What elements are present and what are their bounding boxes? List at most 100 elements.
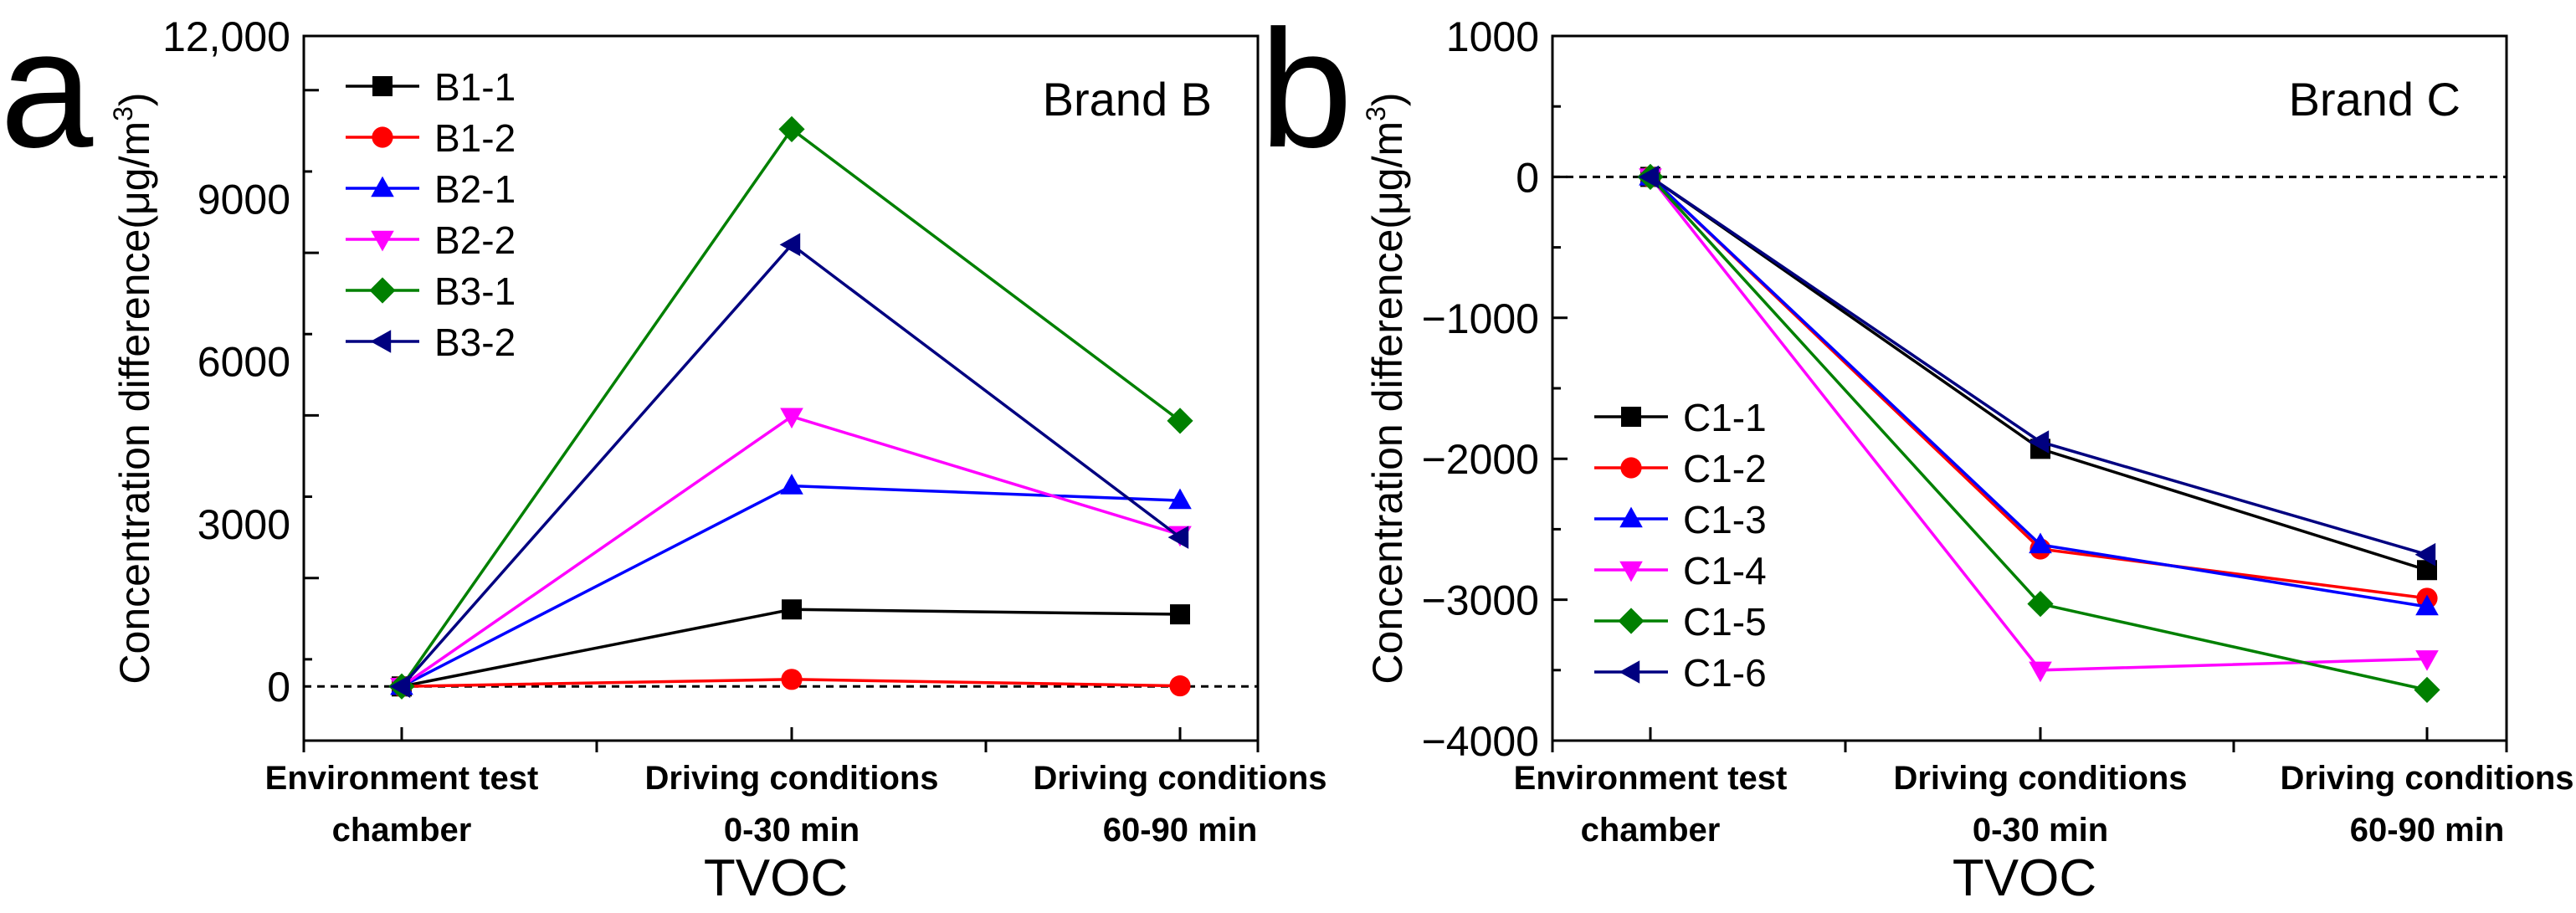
panel-b-data-point-C1-6	[1638, 165, 1660, 189]
panel-b-title: Brand C	[2289, 73, 2461, 126]
panel-a-data-point-B2-1	[780, 474, 803, 495]
panel-b-label: b	[1260, 0, 1352, 182]
panel-b-y-tick-label: −3000	[1422, 577, 1539, 624]
panel-a-legend-marker	[372, 76, 393, 96]
panel-b-legend-item-C1-4: C1-4	[1594, 549, 1767, 592]
panel-a-y-tick-label: 3000	[198, 501, 290, 548]
panel-b-legend-item-C1-2: C1-2	[1594, 447, 1767, 490]
panel-a-series-B2-1	[390, 474, 1192, 695]
panel-a-data-point-B3-2	[779, 233, 801, 257]
panel-a-series-B3-2	[389, 233, 1189, 699]
panel-a-y-axis-label-close: )	[111, 92, 158, 106]
panel-a-x-category-label: Driving conditions	[1033, 760, 1326, 797]
panel-b-legend-marker	[1620, 457, 1642, 479]
panel-b-legend-marker	[1619, 506, 1643, 528]
panel-b-y-tick-label: 1000	[1446, 13, 1539, 60]
panel-b-data-point-C1-3	[2415, 594, 2439, 616]
panel-b-y-tick-label: −4000	[1422, 718, 1539, 765]
panel-b-data-point-C1-4	[2415, 650, 2439, 671]
panel-b-legend-item-C1-6: C1-6	[1594, 651, 1767, 695]
panel-b-legend-label: C1-5	[1683, 600, 1767, 644]
panel-a-y-tick-label: 6000	[198, 339, 290, 386]
panel-b-brand-c-chart: b 1000 0 −1000 −2000 −3000 −4000 Environment …	[1260, 0, 2574, 907]
panel-b-legend-label: C1-1	[1683, 396, 1767, 439]
panel-b-y-axis-label-unit: (μg/m	[1364, 121, 1411, 229]
panel-b-y-tick-label: 0	[1516, 154, 1539, 201]
panel-a-legend-item-B1-1: B1-1	[346, 65, 516, 109]
panel-a-y-max-tick-label: 12,000	[162, 13, 290, 60]
panel-a-series-B1-2	[391, 669, 1191, 697]
panel-b-x-category-label: 60-90 min	[2350, 812, 2505, 849]
panel-a-y-tick-label: 9000	[198, 176, 290, 223]
panel-b-legend-marker	[1619, 561, 1643, 582]
panel-b-x-category-label: chamber	[1581, 812, 1721, 849]
panel-a-title: Brand B	[1043, 73, 1212, 126]
panel-a-data-point-B3-1	[778, 115, 805, 143]
panel-a-x-category-label: Driving conditions	[644, 760, 938, 797]
panel-a-series-line-B2-2	[401, 414, 1181, 688]
panel-b-series-C1-3	[1639, 165, 2439, 616]
panel-b-series-line-C1-1	[1649, 175, 2428, 572]
panel-a-x-category-label: chamber	[332, 812, 472, 849]
panel-b-y-tick-label: −1000	[1422, 295, 1539, 342]
panel-b-legend-item-C1-5: C1-5	[1594, 600, 1767, 644]
panel-a-legend-label: B3-2	[434, 321, 516, 364]
panel-a-legend-label: B2-1	[434, 167, 516, 211]
panel-a-y-axis-label: Concentration difference(μg/m3)	[108, 92, 158, 684]
panel-a-data-point-B3-1	[1167, 408, 1193, 434]
panel-a-legend-marker	[372, 126, 393, 148]
panel-a-plot-frame	[302, 34, 1260, 742]
panel-a-x-category-label: Environment test	[265, 760, 539, 797]
panel-b-legend-item-C1-1: C1-1	[1594, 396, 1767, 439]
panel-a-legend-label: B3-1	[434, 269, 516, 313]
panel-a-brand-b-chart: a 0 3000 6000 9000 12,000 Environment test ch…	[0, 0, 1327, 907]
panel-a-data-point-B1-2	[781, 669, 803, 690]
panel-a-data-point-B2-1	[1168, 488, 1192, 510]
panel-a-series-B2-2	[390, 408, 1192, 699]
panel-b-y-axis-label: Concentration difference(μg/m3)	[1361, 92, 1411, 684]
panel-a-legend-marker	[369, 277, 396, 304]
panel-b-x-category-label: Environment test	[1514, 760, 1788, 797]
panel-b-x-category-label: 0-30 min	[1973, 812, 2108, 849]
panel-a-y-axis-label-unit: (μg/m	[111, 121, 158, 229]
panel-b-x-category-label: Driving conditions	[1893, 760, 2187, 797]
panel-b-legend: C1-1 C1-2 C1-3 C1-4 C1-5 C1-6	[1594, 396, 1767, 695]
panel-a-x-category-label: 60-90 min	[1103, 812, 1258, 849]
panel-a-legend-label: B2-2	[434, 218, 516, 262]
panel-b-legend-label: C1-4	[1683, 549, 1767, 592]
panel-b-legend-label: C1-3	[1683, 498, 1767, 541]
panel-b-legend-label: C1-2	[1683, 447, 1767, 490]
panel-b-data-point-C1-6	[2414, 542, 2436, 567]
panel-a-label: a	[0, 0, 94, 182]
panel-b-data-point-C1-4	[2029, 661, 2052, 683]
panel-a-legend-label: B1-2	[434, 116, 516, 160]
panel-a-data-point-B3-2	[389, 674, 411, 699]
panel-a-y-axis-label-sup: 3	[108, 106, 138, 121]
panel-b-legend-marker	[1618, 608, 1645, 634]
panel-a-series-line-B3-2	[400, 242, 1182, 688]
panel-a-series-line-B2-1	[401, 484, 1181, 688]
panel-b-legend-marker	[1621, 407, 1641, 427]
panel-a-legend-item-B2-2: B2-2	[346, 218, 516, 262]
panel-a-data-point-B1-2	[1169, 674, 1191, 697]
panel-a-legend-item-B1-2: B1-2	[346, 116, 516, 160]
panel-a-legend-marker	[371, 176, 394, 197]
panel-a-x-axis-label: TVOC	[704, 849, 848, 907]
panel-a-x-category-label: 0-30 min	[724, 812, 860, 849]
panel-b-data-point-C1-5	[2027, 591, 2054, 618]
panel-a-legend-marker	[370, 330, 392, 353]
panel-b-x-axis-label: TVOC	[1953, 849, 2096, 907]
panel-b-y-tick-label: −2000	[1422, 436, 1539, 483]
panel-a-legend-label: B1-1	[434, 65, 516, 109]
panel-b-data-point-C1-5	[2414, 676, 2440, 703]
panel-b-legend-item-C1-3: C1-3	[1594, 498, 1767, 541]
panel-b-legend-marker	[1619, 660, 1640, 684]
panel-b-y-axis-label-main: Concentration difference	[1364, 229, 1411, 685]
panel-a-data-point-B3-2	[1167, 526, 1189, 549]
panel-b-data-point-C1-3	[2029, 532, 2052, 554]
panel-a-y-axis-label-main: Concentration difference	[111, 229, 158, 685]
panel-b-data-point-C1-1	[2417, 560, 2437, 581]
panel-b-x-category-label: Driving conditions	[2280, 760, 2573, 797]
panel-b-legend-label: C1-6	[1683, 651, 1767, 695]
